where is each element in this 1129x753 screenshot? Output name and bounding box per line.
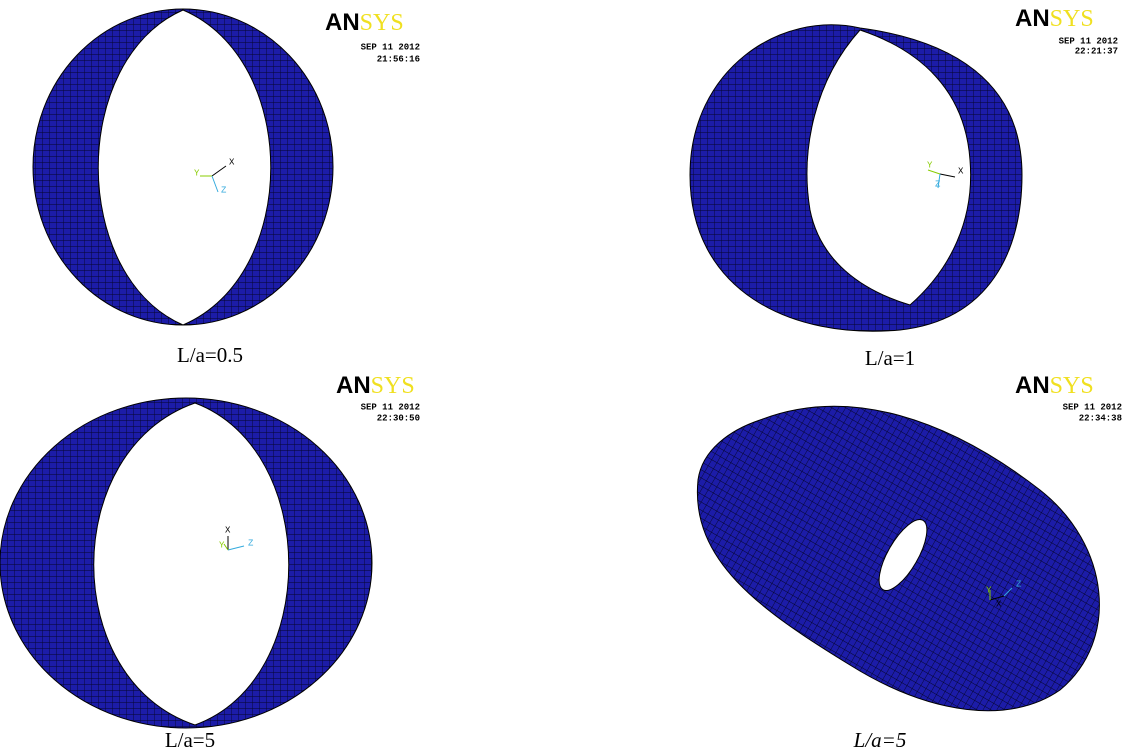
date: SEP 11 2012 bbox=[361, 402, 420, 412]
axis-label: Y bbox=[194, 168, 200, 178]
time: 21:56:16 bbox=[377, 54, 420, 64]
text: AN bbox=[325, 9, 360, 36]
logo: ANSYS bbox=[1015, 372, 1094, 399]
panel: X Y Z ANSYS SEP 11 2012 22:30:50 L/a=5 bbox=[0, 372, 420, 752]
date: SEP 11 2012 bbox=[1059, 36, 1118, 46]
text: AN bbox=[1015, 372, 1050, 399]
axis-label: Y bbox=[927, 160, 933, 170]
axis-triad: X Y Z bbox=[219, 525, 254, 551]
logo: ANSYS bbox=[1015, 5, 1094, 32]
axis-label: X bbox=[996, 599, 1002, 609]
axis-triad: X Y Z bbox=[194, 157, 235, 195]
opening bbox=[806, 29, 972, 306]
caption: L/a=5 bbox=[165, 728, 215, 752]
panel: X Y Z ANSYS SEP 11 2012 22:21:37 L/a=1 bbox=[689, 5, 1118, 370]
axis-label: Z bbox=[221, 185, 227, 195]
axis-triad: Y Z X bbox=[986, 579, 1022, 609]
axis-triad: X Y Z bbox=[927, 160, 964, 189]
text: SYS bbox=[1050, 373, 1094, 399]
text: AN bbox=[336, 372, 371, 399]
time: 22:34:38 bbox=[1079, 413, 1122, 423]
axis-label: X bbox=[229, 157, 235, 167]
axis-label: Z bbox=[1016, 579, 1022, 589]
axis-label: Z bbox=[935, 179, 941, 189]
text: SYS bbox=[360, 10, 404, 36]
opening bbox=[878, 519, 928, 591]
logo: ANSYS bbox=[325, 9, 404, 36]
time: 22:21:37 bbox=[1075, 46, 1118, 56]
axis-label: Y bbox=[219, 540, 225, 550]
panel: X Y Z ANSYS SEP 11 2012 21:56:16 L/a=0.5 bbox=[32, 8, 420, 367]
date: SEP 11 2012 bbox=[1063, 402, 1122, 412]
date: SEP 11 2012 bbox=[361, 42, 420, 52]
text: SYS bbox=[371, 373, 415, 399]
opening bbox=[97, 9, 272, 326]
opening bbox=[93, 402, 290, 726]
logo: ANSYS bbox=[336, 372, 415, 399]
text: AN bbox=[1015, 5, 1050, 32]
caption: L/a=1 bbox=[865, 346, 915, 370]
axis-label: X bbox=[225, 525, 231, 535]
caption: L/a=0.5 bbox=[177, 343, 243, 367]
axis-label: Z bbox=[248, 538, 254, 548]
axis-label: Y bbox=[986, 585, 992, 595]
text: SYS bbox=[1050, 6, 1094, 32]
caption: L/a=5 bbox=[853, 728, 907, 752]
time: 22:30:50 bbox=[377, 413, 420, 423]
panel: Y Z X ANSYS SEP 11 2012 22:34:38 L/a=5 bbox=[696, 372, 1122, 752]
axis-label: X bbox=[958, 166, 964, 176]
